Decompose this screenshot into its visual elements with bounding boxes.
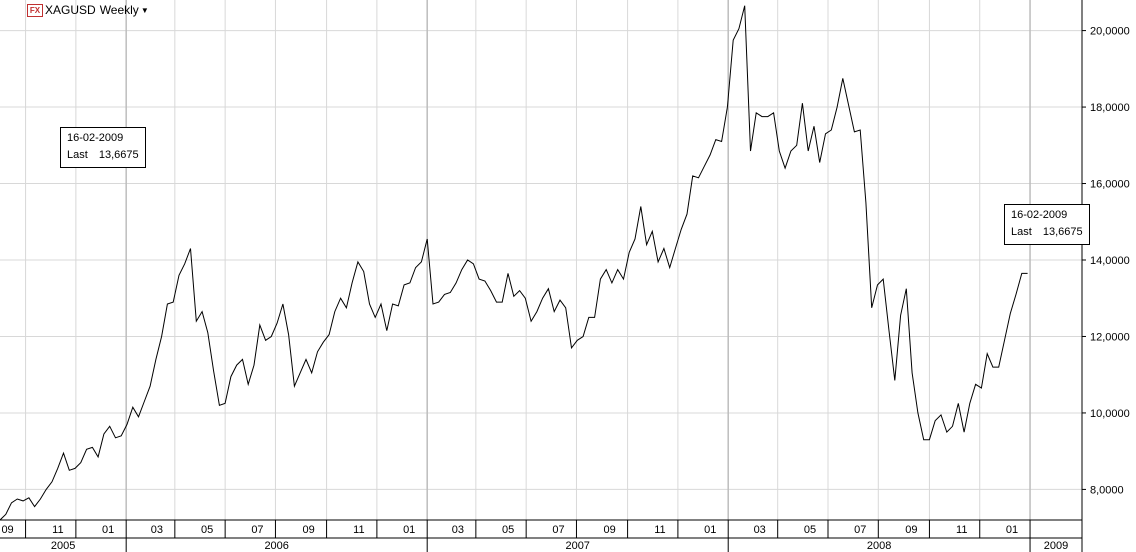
grid [0,0,1082,520]
month-tick-label: 05 [804,524,816,536]
month-tick-label: 01 [1006,524,1018,536]
month-tick-label: 11 [353,524,364,536]
chart-header[interactable]: FX XAGUSD Weekly ▼ [27,2,149,18]
month-tick-label: 03 [754,524,766,536]
month-tick-label: 03 [151,524,163,536]
y-tick-label: 18,0000 [1090,102,1130,114]
price-line [0,5,1028,521]
year-label: 2008 [867,540,891,552]
month-tick-label: 09 [603,524,615,536]
tooltip-value: 13,6675 [1042,226,1083,238]
y-tick-label: 8,0000 [1090,484,1124,496]
month-tick-label: 09 [1,524,13,536]
month-tick-label: 01 [102,524,114,536]
symbol-label: XAGUSD [45,3,96,17]
period-label: Weekly [99,3,139,17]
month-tick-label: 11 [956,524,967,536]
month-tick-label: 05 [502,524,514,536]
month-tick-label: 05 [201,524,213,536]
y-tick-label: 16,0000 [1090,179,1130,191]
y-tick-label: 10,0000 [1090,408,1130,420]
year-label: 2005 [51,540,75,552]
y-tick-label: 20,0000 [1090,26,1130,38]
tooltip-date: 16-02-2009 [1011,209,1068,221]
month-tick-label: 07 [552,524,564,536]
fx-icon: FX [27,3,43,17]
tooltip-label: Last [67,149,88,161]
tooltip-date: 16-02-2009 [67,132,124,144]
y-axis: 8,0000 10,0000 12,0000 14,0000 16,0000 18,000… [1081,0,1130,552]
y-tick-label: 14,0000 [1090,255,1130,267]
month-tick-label: 01 [704,524,716,536]
month-tick-label: 07 [854,524,866,536]
x-axis: 09 11 01 03 05 07 09 11 01 03 05 07 09 11 01 03 05 07 09 11… [0,519,1082,552]
month-tick-label: 11 [654,524,665,536]
tooltip-value: 13,6675 [98,149,139,161]
tooltip-label: Last [1011,226,1032,238]
y-tick-label: 12,0000 [1090,331,1130,343]
month-tick-label: 09 [302,524,314,536]
tooltip-right: 16-02-2009 Last 13,6675 [1004,204,1090,245]
series-line-group [0,5,1028,521]
month-tick-label: 01 [403,524,415,536]
year-label: 2006 [264,540,288,552]
month-tick-label: 03 [452,524,464,536]
year-label: 2007 [565,540,589,552]
month-tick-label: 11 [52,524,63,536]
month-tick-label: 07 [251,524,263,536]
dropdown-icon[interactable]: ▼ [140,5,149,15]
month-tick-label: 09 [905,524,917,536]
tooltip-left: 16-02-2009 Last 13,6675 [60,127,146,168]
year-label: 2009 [1044,540,1068,552]
